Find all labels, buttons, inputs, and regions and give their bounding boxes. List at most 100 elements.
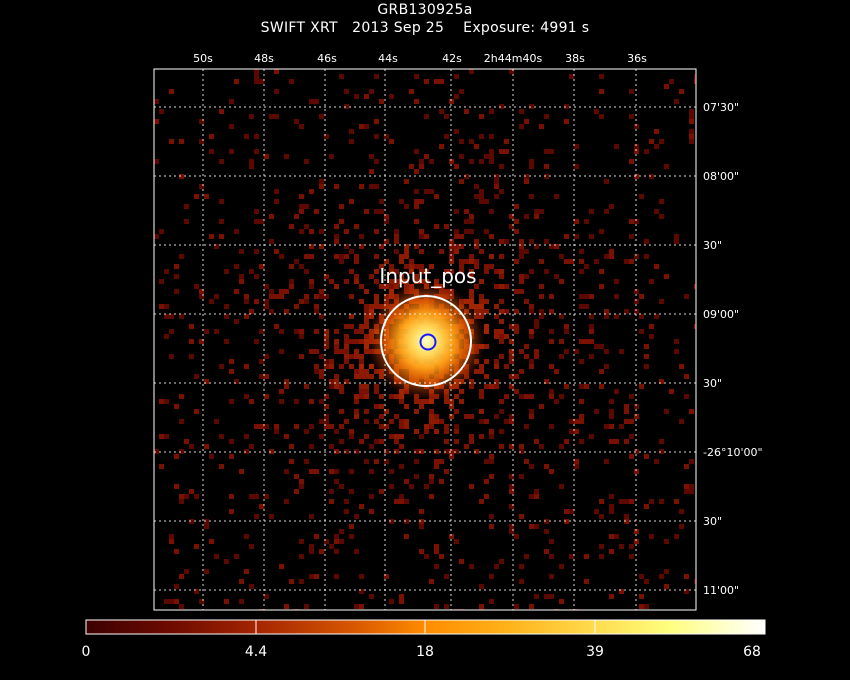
count-pixel bbox=[284, 154, 289, 159]
count-pixel bbox=[599, 369, 604, 374]
count-pixel bbox=[539, 444, 544, 449]
count-pixel bbox=[559, 564, 564, 569]
count-pixel bbox=[329, 544, 334, 549]
count-pixel bbox=[694, 79, 696, 84]
count-pixel bbox=[209, 539, 214, 544]
count-pixel bbox=[474, 144, 479, 149]
count-pixel bbox=[434, 564, 439, 569]
count-pixel bbox=[319, 434, 324, 439]
count-pixel bbox=[304, 269, 309, 274]
count-pixel bbox=[684, 574, 689, 579]
count-pixel bbox=[549, 554, 554, 559]
count-pixel bbox=[444, 429, 449, 434]
count-pixel bbox=[344, 324, 349, 329]
count-pixel bbox=[279, 349, 284, 354]
count-pixel bbox=[364, 374, 369, 379]
count-pixel bbox=[634, 174, 639, 179]
count-pixel bbox=[169, 314, 174, 319]
colorbar-tick-label: 39 bbox=[586, 644, 604, 660]
count-pixel bbox=[319, 294, 324, 299]
count-pixel bbox=[599, 89, 604, 94]
count-pixel bbox=[489, 159, 494, 164]
count-pixel bbox=[179, 394, 184, 399]
count-pixel bbox=[494, 314, 499, 319]
count-pixel bbox=[309, 349, 314, 354]
count-pixel bbox=[199, 119, 204, 124]
count-pixel bbox=[224, 304, 229, 309]
count-pixel bbox=[454, 449, 459, 454]
count-pixel bbox=[379, 424, 384, 429]
count-pixel bbox=[244, 134, 249, 139]
count-pixel bbox=[479, 604, 484, 609]
count-pixel bbox=[189, 519, 194, 524]
count-pixel bbox=[369, 494, 374, 499]
count-pixel bbox=[349, 469, 354, 474]
count-pixel bbox=[364, 94, 369, 99]
count-pixel bbox=[664, 584, 669, 589]
count-pixel bbox=[394, 229, 399, 234]
count-pixel bbox=[329, 469, 334, 474]
ra-tick-label: 2h44m40s bbox=[484, 52, 543, 65]
count-pixel bbox=[229, 359, 234, 364]
count-pixel bbox=[674, 349, 679, 354]
count-pixel bbox=[479, 389, 484, 394]
count-pixel bbox=[589, 314, 594, 319]
count-pixel bbox=[199, 289, 204, 294]
count-pixel bbox=[174, 454, 179, 459]
count-pixel bbox=[309, 244, 314, 249]
count-pixel bbox=[354, 414, 359, 419]
count-pixel bbox=[504, 334, 509, 339]
count-pixel bbox=[229, 369, 234, 374]
count-pixel bbox=[499, 269, 504, 274]
count-pixel bbox=[369, 509, 374, 514]
count-pixel bbox=[304, 459, 309, 464]
count-pixel bbox=[209, 299, 214, 304]
count-pixel bbox=[479, 369, 484, 374]
count-pixel bbox=[269, 294, 274, 299]
count-pixel bbox=[594, 344, 599, 349]
count-pixel bbox=[194, 194, 199, 199]
count-pixel bbox=[179, 499, 184, 504]
count-pixel bbox=[629, 219, 634, 224]
count-pixel bbox=[339, 74, 344, 79]
count-pixel bbox=[689, 129, 694, 134]
count-pixel bbox=[319, 549, 324, 554]
count-pixel bbox=[564, 509, 569, 514]
count-pixel bbox=[464, 209, 469, 214]
count-pixel bbox=[244, 394, 249, 399]
count-pixel bbox=[174, 484, 179, 489]
count-pixel bbox=[414, 409, 419, 414]
count-pixel bbox=[419, 509, 424, 514]
count-pixel bbox=[314, 349, 319, 354]
count-pixel bbox=[539, 294, 544, 299]
count-pixel bbox=[679, 364, 684, 369]
count-pixel bbox=[514, 389, 519, 394]
count-pixel bbox=[529, 409, 534, 414]
count-pixel bbox=[159, 464, 164, 469]
count-pixel bbox=[389, 264, 394, 269]
count-pixel bbox=[309, 549, 314, 554]
count-pixel bbox=[179, 139, 184, 144]
count-pixel bbox=[489, 514, 494, 519]
count-pixel bbox=[224, 269, 229, 274]
count-pixel bbox=[389, 289, 394, 294]
count-pixel bbox=[554, 369, 559, 374]
count-pixel bbox=[534, 439, 539, 444]
count-pixel bbox=[504, 139, 509, 144]
count-pixel bbox=[549, 539, 554, 544]
count-pixel bbox=[494, 329, 499, 334]
count-pixel bbox=[264, 299, 269, 304]
count-pixel bbox=[574, 234, 579, 239]
count-pixel bbox=[414, 149, 419, 154]
count-pixel bbox=[434, 449, 439, 454]
count-pixel bbox=[294, 259, 299, 264]
count-pixel bbox=[454, 94, 459, 99]
count-pixel bbox=[354, 409, 359, 414]
count-pixel bbox=[599, 74, 604, 79]
count-pixel bbox=[644, 354, 649, 359]
count-pixel bbox=[529, 304, 534, 309]
count-pixel bbox=[634, 124, 639, 129]
count-pixel bbox=[629, 544, 634, 549]
count-pixel bbox=[509, 489, 514, 494]
count-pixel bbox=[424, 429, 429, 434]
